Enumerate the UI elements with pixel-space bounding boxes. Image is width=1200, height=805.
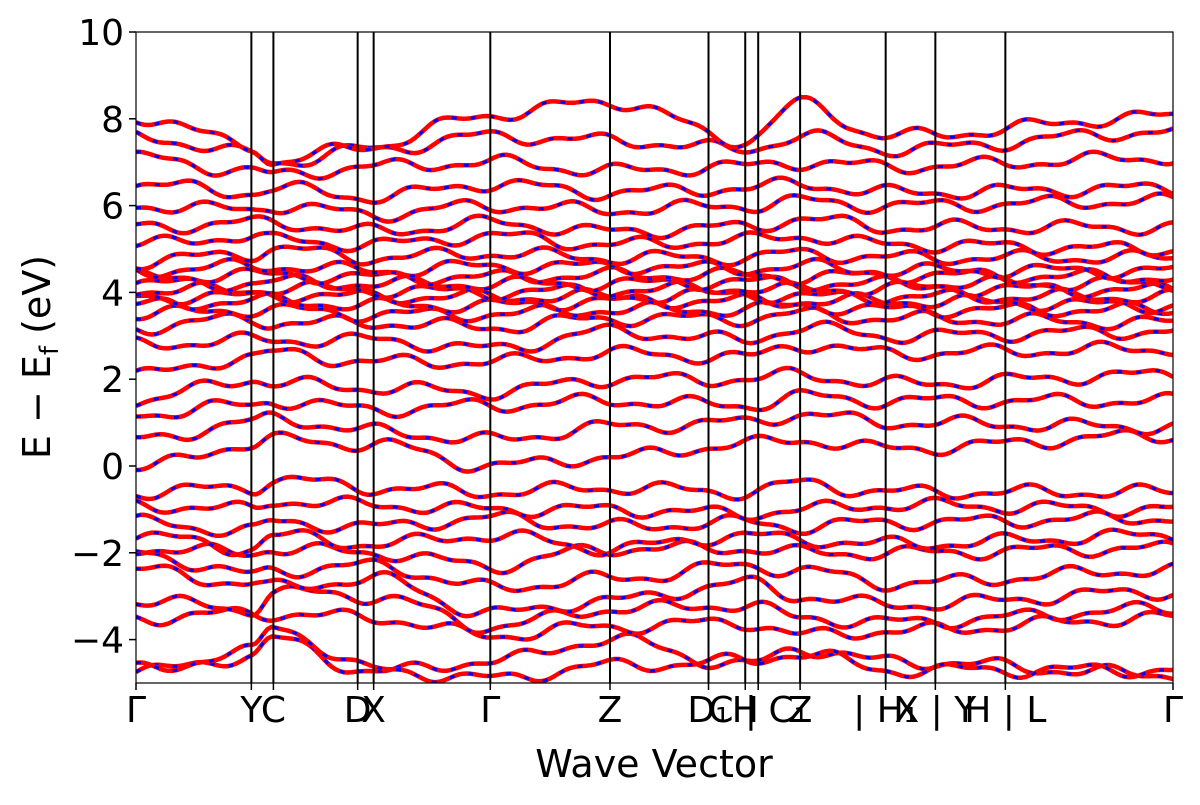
x-tick-label: Z <box>598 690 623 731</box>
band-line <box>136 191 1173 224</box>
x-tick-label: Y <box>239 690 263 731</box>
y-tick-label: 4 <box>101 273 124 314</box>
band-line <box>136 388 1173 420</box>
band-line <box>136 474 1173 502</box>
x-tick-label: C <box>261 690 286 731</box>
y-axis-label: E − Ef (eV) <box>15 255 65 459</box>
band-line <box>136 149 1173 181</box>
band-line-dashed <box>136 625 1173 683</box>
x-tick-label: Z <box>788 690 813 731</box>
high-symmetry-lines <box>250 32 1007 683</box>
y-axis: −4 −2 0 2 4 6 8 10 <box>71 13 136 662</box>
svg-text:E − Ef (eV): E − Ef (eV) <box>15 255 65 459</box>
x-tick-label: | H₁ <box>853 690 918 731</box>
band-line <box>136 286 1173 307</box>
y-tick-label: 2 <box>101 360 124 401</box>
band-line <box>136 256 1173 281</box>
plot-frame <box>135 31 1174 684</box>
band-line <box>136 410 1173 445</box>
band-line-dashed <box>136 495 1173 522</box>
band-line <box>136 538 1173 576</box>
bands-layer <box>136 94 1173 683</box>
band-line <box>136 527 1173 558</box>
band-line <box>136 509 1173 539</box>
x-axis-label: Wave Vector <box>535 742 773 786</box>
x-tick-label: Γ <box>1163 690 1183 731</box>
band-line <box>136 305 1173 337</box>
band-line <box>136 365 1173 408</box>
band-line-dashed <box>136 230 1173 257</box>
y-tick-label: 8 <box>101 100 124 141</box>
x-tick-label: X | Y <box>895 690 978 731</box>
band-line <box>136 126 1173 168</box>
y-tick-label: −4 <box>71 621 124 662</box>
y-tick-label: 10 <box>78 13 124 54</box>
band-line <box>136 427 1173 474</box>
x-tick-label: D₁ <box>687 690 729 731</box>
x-tick-label: Γ <box>480 690 500 731</box>
x-tick-label: Γ <box>126 690 146 731</box>
band-line <box>136 319 1173 354</box>
band-line-dashed <box>136 564 1173 618</box>
y-tick-label: −2 <box>71 534 124 575</box>
x-tick-label: X <box>361 690 386 731</box>
y-axis-label-main: E − E <box>15 355 59 459</box>
y-tick-label: 0 <box>101 447 124 488</box>
band-line <box>136 548 1173 594</box>
band-line-dashed <box>136 95 1173 167</box>
band-line <box>136 605 1173 642</box>
x-tick-label: D <box>344 690 372 731</box>
y-axis-label-unit: (eV) <box>15 255 59 346</box>
x-tick-label: H <box>732 690 759 731</box>
band-line <box>136 339 1173 374</box>
band-line <box>136 213 1173 241</box>
y-tick-label: 6 <box>101 187 124 228</box>
band-line <box>136 244 1173 272</box>
band-line <box>136 175 1173 205</box>
x-tick-label: H | L <box>964 690 1046 731</box>
y-axis-label-subscript: f <box>35 345 65 355</box>
x-tick-label: C | C₁ <box>708 690 808 731</box>
